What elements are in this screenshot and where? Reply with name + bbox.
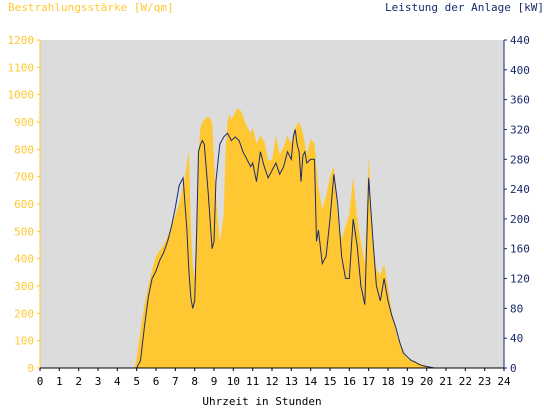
x-tick-label: 6 (153, 375, 160, 388)
left-tick-label: 200 (14, 307, 34, 320)
x-tick-label: 8 (191, 375, 198, 388)
x-tick-label: 22 (459, 375, 472, 388)
left-tick-label: 800 (14, 143, 34, 156)
x-tick-label: 15 (323, 375, 336, 388)
x-tick-label: 18 (381, 375, 394, 388)
right-tick-label: 40 (510, 332, 523, 345)
x-tick-label: 14 (304, 375, 318, 388)
right-tick-label: 200 (510, 213, 530, 226)
x-tick-label: 4 (114, 375, 121, 388)
x-tick-label: 3 (95, 375, 102, 388)
right-tick-label: 160 (510, 243, 530, 256)
x-tick-label: 11 (246, 375, 259, 388)
irradiance-area (40, 108, 504, 369)
x-tick-label: 13 (285, 375, 298, 388)
left-tick-label: 1200 (8, 34, 35, 47)
x-tick-label: 10 (227, 375, 240, 388)
x-axis-title: Uhrzeit in Stunden (202, 395, 321, 408)
right-tick-label: 400 (510, 64, 530, 77)
right-tick-label: 320 (510, 123, 530, 136)
left-tick-label: 600 (14, 198, 34, 211)
left-tick-label: 0 (27, 362, 34, 375)
left-axis-title: Bestrahlungsstärke [W/qm] (8, 1, 174, 14)
x-tick-label: 1 (56, 375, 63, 388)
left-tick-label: 500 (14, 225, 34, 238)
left-tick-label: 1000 (8, 89, 35, 102)
x-tick-label: 20 (420, 375, 433, 388)
right-axis-title: Leistung der Anlage [kW] (385, 1, 544, 14)
x-tick-label: 12 (265, 375, 278, 388)
left-tick-label: 700 (14, 171, 34, 184)
x-tick-label: 23 (478, 375, 491, 388)
left-tick-label: 1100 (8, 61, 35, 74)
left-tick-label: 900 (14, 116, 34, 129)
x-tick-label: 16 (343, 375, 356, 388)
right-tick-label: 440 (510, 34, 530, 47)
right-tick-label: 120 (510, 273, 530, 286)
right-tick-label: 360 (510, 94, 530, 107)
right-tick-label: 280 (510, 153, 530, 166)
right-tick-label: 80 (510, 302, 523, 315)
left-tick-label: 100 (14, 335, 34, 348)
right-tick-label: 0 (510, 362, 517, 375)
x-tick-label: 19 (401, 375, 414, 388)
x-tick-label: 7 (172, 375, 179, 388)
left-tick-label: 400 (14, 253, 34, 266)
power-line (40, 129, 504, 369)
x-tick-label: 9 (211, 375, 218, 388)
x-tick-label: 0 (37, 375, 44, 388)
x-tick-label: 21 (439, 375, 452, 388)
x-tick-label: 2 (75, 375, 82, 388)
x-tick-label: 5 (133, 375, 140, 388)
x-tick-label: 17 (362, 375, 375, 388)
left-tick-label: 300 (14, 280, 34, 293)
right-tick-label: 240 (510, 183, 530, 196)
x-tick-label: 24 (497, 375, 511, 388)
